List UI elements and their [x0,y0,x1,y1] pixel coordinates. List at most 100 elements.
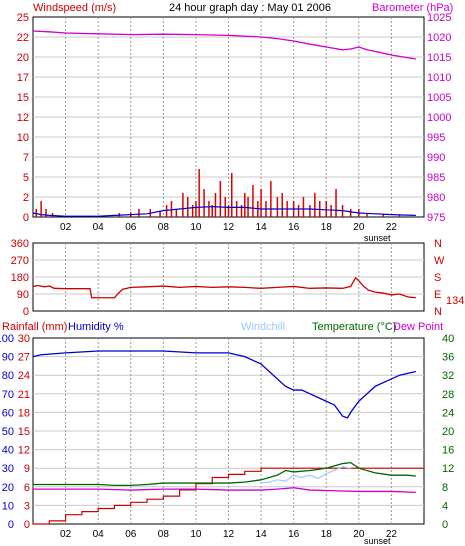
temperature-tick-label: 12 [442,463,454,475]
temperature-tick-label: 20 [442,426,454,438]
x-tick-label: 08 [158,222,170,233]
windspeed-tick-label: 17 [17,72,29,84]
sunset-label-top: sunset [364,233,391,243]
temperature-tick-label: 32 [442,370,454,382]
x-tick-label: 20 [353,222,365,233]
rain-tick-label: 0 [24,519,30,531]
rain-tick-label: 18 [18,407,30,419]
humidity-tick-label: 40 [2,445,14,457]
humidity-tick-label: 100 [0,333,14,345]
wind-series [32,30,416,217]
windspeed-tick-label: 2 [23,192,29,204]
windspeed-tick-label: 22 [17,32,29,44]
barometer-ticks: 975 980 985 990 995 1000 1005 1010 1015 1020 1025 [427,12,451,224]
direction-line [32,276,416,299]
windspeed-axis-label: Windspeed (m/s) [33,2,116,14]
temperature-tick-label: 16 [442,445,454,457]
x-tick-label: 06 [125,222,137,233]
compass-label: N [434,306,442,318]
x-tick-label: 02 [60,529,72,540]
x-tick-label: 16 [288,222,300,233]
temperature-tick-label: 0 [442,519,448,531]
windspeed-tick-label: 12 [17,112,29,124]
x-tick-label: 14 [256,222,268,233]
x-tick-label: 20 [353,529,365,540]
x-tick-label: 04 [93,529,105,540]
rain-tick-label: 12 [18,445,30,457]
rain-tick-label: 21 [18,389,30,401]
temperature-tick-label: 40 [442,333,454,345]
humidity-ticks: 10 20 30 40 50 60 70 80 90 100 0 [0,333,14,531]
compass-label: N [434,238,442,250]
windspeed-tick-label: 20 [17,52,29,64]
barometer-tick-label: 1020 [427,32,451,44]
barometer-tick-label: 1000 [427,112,451,124]
temperature-tick-label: 24 [442,407,454,419]
x-tick-label: 10 [190,529,202,540]
barometer-tick-label: 1005 [427,92,451,104]
barometer-tick-label: 975 [427,212,445,224]
temperature-tick-label: 36 [442,352,454,364]
time-ticks-bottom: 02 04 06 08 10 12 14 16 18 20 22 [60,529,397,540]
direction-series [32,276,416,299]
direction-tick-label: 270 [11,255,29,267]
barometer-tick-label: 1010 [427,72,451,84]
wind-line [32,205,416,217]
x-tick-label: 08 [158,529,170,540]
windspeed-tick-label: 25 [17,12,29,24]
rain-tick-label: 6 [24,482,30,494]
temperature-tick-label: 8 [442,482,448,494]
barometer-tick-label: 990 [427,152,445,164]
temp-series [32,350,424,525]
temperature-line [33,461,416,487]
x-tick-label: 02 [60,222,72,233]
barometer-tick-label: 1015 [427,52,451,64]
barometer-tick-label: 995 [427,132,445,144]
humidity-tick-label: 90 [2,352,14,364]
rain-scale-ticks: 3 6 9 12 15 18 21 24 27 30 0 [18,333,30,531]
windspeed-tick-label: 15 [17,92,29,104]
humidity-tick-label: 30 [2,463,14,475]
humidity-tick-label: 10 [2,500,14,512]
x-tick-label: 18 [321,529,333,540]
x-tick-label: 18 [321,222,333,233]
windspeed-tick-label: 10 [17,132,29,144]
direction-ticks: 0 90 180 270 360 [11,238,29,318]
panel-wind-grid [33,17,424,217]
barometer-axis-label: Barometer (hPa) [372,2,453,14]
humidity-axis-label: Humidity % [68,321,124,333]
x-tick-label: 22 [386,529,398,540]
direction-current-value: 134 [446,295,464,307]
direction-tick-label: 0 [23,306,29,318]
rain-tick-label: 30 [18,333,30,345]
barometer-tick-label: 1025 [427,12,451,24]
direction-tick-label: 90 [17,289,29,301]
humidity-line [32,350,416,419]
time-ticks-top: 02 04 06 08 10 12 14 16 18 20 22 [60,222,397,233]
x-tick-label: 12 [223,222,235,233]
humidity-tick-label: 60 [2,407,14,419]
x-tick-label: 22 [386,222,398,233]
dewpoint-line [33,487,416,494]
temperature-ticks: 0 4 8 12 16 20 24 28 32 36 40 [442,333,454,531]
chart-title: 24 hour graph day : May 01 2006 [169,2,331,14]
x-tick-label: 06 [125,529,137,540]
humidity-tick-label: 80 [2,370,14,382]
x-tick-label: 04 [93,222,105,233]
compass-label: E [434,289,441,301]
temperature-tick-label: 28 [442,389,454,401]
sunset-label-bottom: sunset [364,536,391,546]
x-tick-label: 16 [288,529,300,540]
compass-label: W [434,255,445,267]
humidity-tick-label: 50 [2,426,14,438]
barometer-line [32,30,416,60]
barometer-tick-label: 980 [427,192,445,204]
compass-label: S [434,272,441,284]
rainfall-axis-label: Rainfall (mm) [2,321,67,333]
rain-tick-label: 9 [24,463,30,475]
x-tick-label: 12 [223,529,235,540]
dewpoint-label: Dew Point [393,321,443,333]
